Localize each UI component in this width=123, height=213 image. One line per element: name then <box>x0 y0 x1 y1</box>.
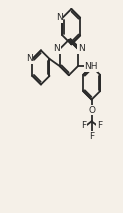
Text: N: N <box>56 13 62 22</box>
Text: F: F <box>81 121 86 130</box>
Text: N: N <box>26 54 32 63</box>
Text: N: N <box>78 44 85 53</box>
Text: N: N <box>53 44 60 53</box>
Text: NH: NH <box>84 62 98 71</box>
Text: F: F <box>89 132 94 141</box>
Text: F: F <box>97 121 102 130</box>
Text: O: O <box>88 106 95 115</box>
